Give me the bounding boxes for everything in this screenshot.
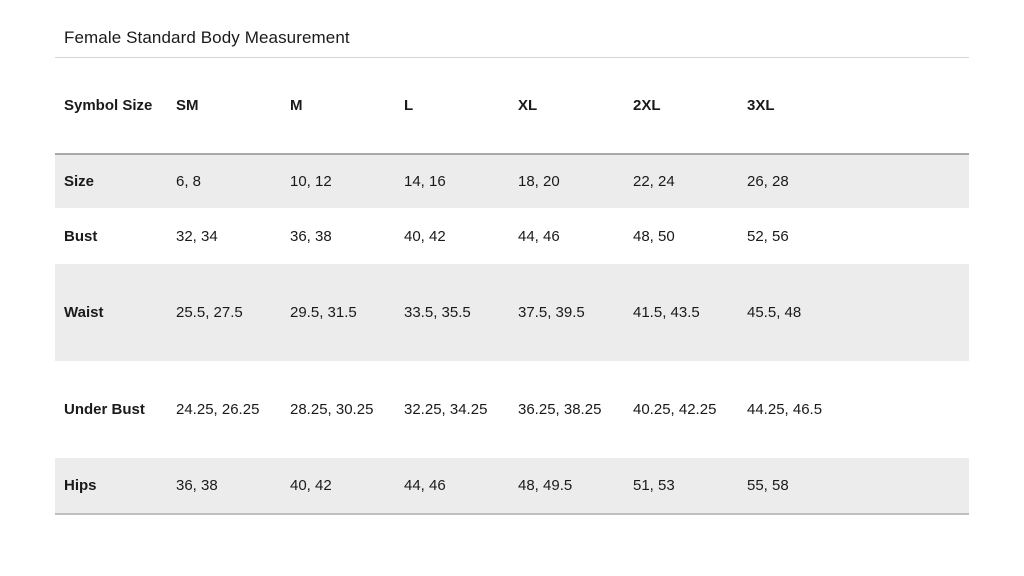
- cell: 24.25, 26.25: [176, 401, 260, 418]
- cell: 37.5, 39.5: [518, 304, 585, 321]
- cell: 14, 16: [404, 173, 446, 190]
- cell: 55, 58: [747, 477, 789, 494]
- cell: 52, 56: [747, 227, 789, 245]
- header-row: Symbol Size SM M L XL 2XL 3XL: [55, 58, 969, 154]
- cell: 25.5, 27.5: [176, 304, 243, 321]
- cell: 10, 12: [290, 173, 332, 190]
- column-header-l: L: [404, 97, 414, 114]
- table-row-waist: Waist 25.5, 27.5 29.5, 31.5 33.5, 35.5 3…: [55, 264, 969, 361]
- cell: 29.5, 31.5: [290, 304, 357, 321]
- cell: 40.25, 42.25: [633, 401, 717, 418]
- cell: 32.25, 34.25: [404, 401, 488, 418]
- row-label: Hips: [64, 477, 97, 494]
- cell: 41.5, 43.5: [633, 304, 700, 321]
- cell: 28.25, 30.25: [290, 401, 374, 418]
- cell: 44, 46: [518, 227, 560, 245]
- table-row-size: Size 6, 8 10, 12 14, 16 18, 20 22, 24 26…: [55, 154, 969, 208]
- row-label: Under Bust: [64, 401, 145, 418]
- cell: 26, 28: [747, 173, 789, 190]
- column-header-sm: SM: [176, 97, 199, 114]
- cell: 33.5, 35.5: [404, 304, 471, 321]
- column-header-m: M: [290, 97, 303, 114]
- cell: 36, 38: [290, 227, 332, 245]
- cell: 51, 53: [633, 477, 675, 494]
- cell: 44, 46: [404, 477, 446, 494]
- cell: 36, 38: [176, 477, 218, 494]
- cell: 36.25, 38.25: [518, 401, 602, 418]
- cell: 48, 49.5: [518, 477, 573, 494]
- row-label: Bust: [64, 227, 98, 245]
- cell: 32, 34: [176, 227, 218, 245]
- table-row-under-bust: Under Bust 24.25, 26.25 28.25, 30.25 32.…: [55, 361, 969, 458]
- cell: 6, 8: [176, 173, 202, 190]
- cell: 48, 50: [633, 227, 675, 245]
- cell: 18, 20: [518, 173, 560, 190]
- table-row-hips: Hips 36, 38 40, 42 44, 46 48, 49.5 51, 5…: [55, 458, 969, 514]
- table-row-bust: Bust 32, 34 36, 38 40, 42 44, 46 48, 50 …: [55, 208, 969, 264]
- row-label: Waist: [64, 304, 104, 321]
- column-header-2xl: 2XL: [633, 97, 661, 114]
- page-title: Female Standard Body Measurement: [55, 0, 969, 58]
- column-header-symbol-size: Symbol Size: [64, 97, 153, 114]
- cell: 45.5, 48: [747, 304, 802, 321]
- measurement-table: Symbol Size SM M L XL 2XL 3XL Size 6, 8 …: [55, 58, 969, 515]
- column-header-xl: XL: [518, 97, 538, 114]
- cell: 40, 42: [290, 477, 332, 494]
- cell: 44.25, 46.5: [747, 401, 823, 418]
- column-header-3xl: 3XL: [747, 97, 775, 114]
- cell: 40, 42: [404, 227, 446, 245]
- row-label: Size: [64, 173, 95, 190]
- measurement-page: Female Standard Body Measurement Symbol …: [55, 0, 969, 515]
- cell: 22, 24: [633, 173, 675, 190]
